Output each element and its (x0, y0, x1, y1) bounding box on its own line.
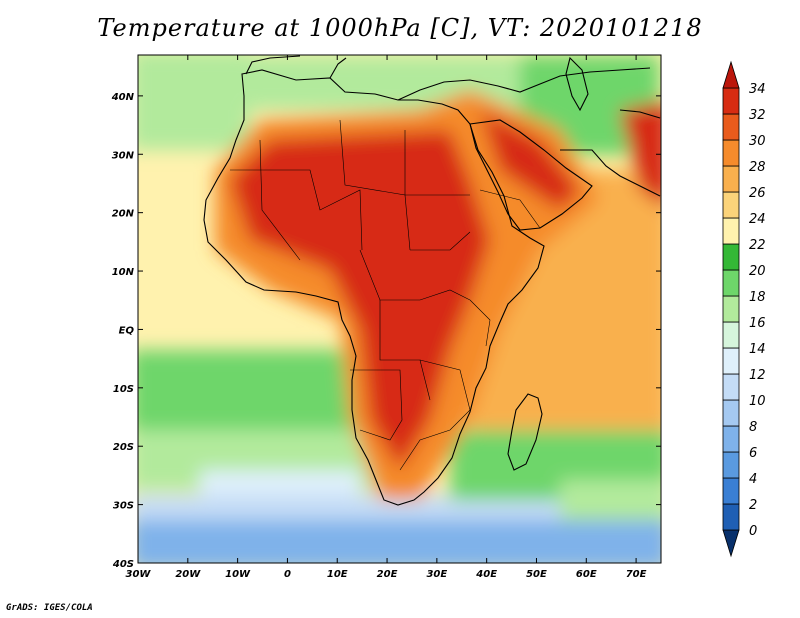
lat-tick-label: 10N (112, 267, 135, 278)
colorbar-label: 6 (749, 446, 757, 461)
colorbar-swatch (722, 373, 740, 401)
coastlines (203, 55, 661, 506)
colorbar-swatch (722, 529, 740, 558)
lat-tick-label: EQ (119, 325, 135, 336)
india-coastline (619, 109, 661, 119)
colorbar-swatch (722, 425, 740, 453)
lat-tick-label: 40N (111, 92, 135, 103)
colorbar-swatch (722, 243, 740, 271)
credit-label: GrADS: IGES/COLA (6, 603, 93, 613)
colorbar-swatch (722, 139, 740, 167)
colorbar-label: 18 (749, 290, 766, 305)
colorbar-swatch (722, 217, 740, 245)
axis-labels: 30W 20W 10W 0 10E 20E 30E 40E 50E 60E 70E 40N 30N 20N… (111, 55, 661, 580)
colorbar-swatch (722, 269, 740, 297)
colorbar-swatch (722, 165, 740, 193)
lat-tick-label: 30N (112, 150, 135, 161)
lat-tick-label: 40S (112, 559, 134, 570)
colorbar-label: 24 (749, 212, 766, 227)
lat-tick-label: 30S (113, 501, 134, 512)
lon-tick-label: 30E (426, 569, 447, 580)
colorbar-swatch (722, 87, 740, 115)
colorbar-label: 0 (749, 524, 757, 539)
colorbar-label: 28 (749, 160, 766, 175)
temperature-field (138, 55, 661, 563)
colorbar-swatch (722, 399, 740, 427)
lon-tick-label: 0 (284, 569, 291, 580)
lon-tick-label: 50E (526, 569, 547, 580)
arabia-coastline (469, 119, 593, 231)
colorbar-swatch (722, 113, 740, 141)
lat-tick-label: 20S (113, 442, 134, 453)
colorbar-label: 14 (749, 342, 766, 357)
lon-tick-label: 20W (175, 569, 201, 580)
colorbar-swatch (722, 295, 740, 323)
colorbar-swatch (722, 451, 740, 479)
colorbar-label: 4 (749, 472, 757, 487)
lat-tick-label: 20N (112, 209, 135, 220)
persian-gulf-coastline (560, 149, 661, 197)
colorbar-swatch (722, 477, 740, 505)
map-frame (137, 54, 662, 564)
colorbar-swatch (722, 503, 740, 531)
africa-coastline (203, 69, 545, 506)
madagascar-coastline (507, 393, 543, 471)
colorbar-swatch (722, 321, 740, 349)
colorbar-label: 30 (749, 134, 766, 149)
lon-tick-label: 70E (626, 569, 647, 580)
colorbar-swatch (722, 191, 740, 219)
lon-tick-label: 20E (377, 569, 398, 580)
lon-tick-label: 10E (327, 569, 348, 580)
colorbar-label: 32 (749, 108, 766, 123)
lon-tick-label: 40E (475, 569, 497, 580)
colorbar-swatch (722, 60, 740, 89)
colorbar-label: 34 (749, 82, 766, 97)
colorbar-label: 10 (749, 394, 766, 409)
lat-tick-label: 10S (113, 384, 134, 395)
colorbar-swatch (722, 347, 740, 375)
colorbar-label: 8 (749, 420, 757, 435)
colorbar-label: 16 (749, 316, 766, 331)
colorbar-label: 2 (749, 498, 757, 513)
colorbar-label: 26 (749, 186, 766, 201)
lon-tick-label: 10W (225, 569, 251, 580)
lon-tick-label: 30W (126, 569, 152, 580)
colorbar-label: 20 (749, 264, 766, 279)
caspian-coastline (565, 56, 589, 112)
country-borders (230, 119, 541, 471)
lon-tick-label: 60E (576, 569, 597, 580)
colorbar-label: 12 (749, 368, 766, 383)
colorbar-label: 22 (749, 238, 766, 253)
europe-coastline (245, 55, 651, 101)
chart-title: Temperature at 1000hPa [C], VT: 20201012… (97, 14, 703, 42)
